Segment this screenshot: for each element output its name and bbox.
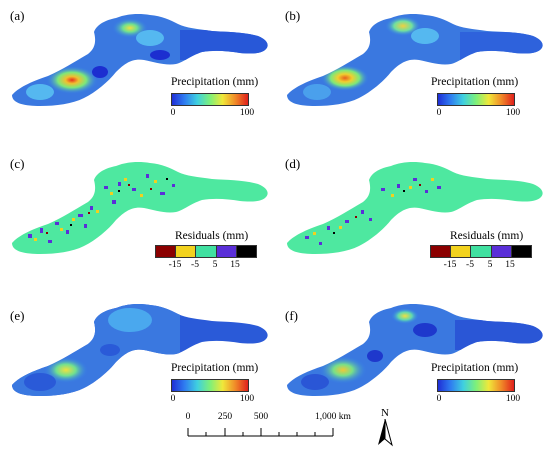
legend-title-d: Residuals (mm): [450, 230, 524, 242]
legend-d: Residuals (mm) -15 -5 5 15: [425, 230, 545, 275]
tick-c-4: 15: [230, 260, 240, 270]
residual-class-swatch: [215, 246, 236, 257]
tick-d-2: -5: [466, 260, 474, 270]
legend-c: Residuals (mm) -15 -5 5 15: [150, 230, 270, 275]
residual-class-swatch: [195, 246, 216, 257]
legend-title-e: Precipitation (mm): [171, 362, 259, 374]
tick-d-3: 5: [487, 260, 493, 270]
north-arrow: N: [370, 407, 404, 447]
classbar-d: [430, 245, 532, 258]
map-panel-b: (b) Precipitation (mm) 0 100: [275, 0, 550, 130]
legend-f: Precipitation (mm) 0 100: [425, 362, 535, 407]
tick-max-f: 100: [505, 394, 521, 404]
panel-label-e: (e): [10, 308, 25, 323]
legend-title-c: Residuals (mm): [175, 230, 249, 242]
colorbar-b: [437, 93, 515, 106]
colorbar-e: [171, 379, 249, 392]
residual-class-swatch: [175, 246, 196, 257]
residual-class-swatch: [431, 246, 451, 257]
north-label: N: [381, 407, 389, 419]
panel-label-a: (a): [10, 8, 25, 23]
scale-bar: 0 250 500 1,000 km: [183, 412, 351, 442]
scale-label-1000: 1,000 km: [315, 412, 351, 422]
region-map-b: [287, 14, 543, 106]
tick-min-e: 0: [170, 394, 176, 404]
legend-b: Precipitation (mm) 0 100: [425, 76, 535, 121]
tick-c-1: -15: [168, 260, 182, 270]
map-panel-c: (c) Residuals (mm) -15 -5 5 15: [0, 148, 275, 278]
tick-c-3: 5: [212, 260, 218, 270]
tick-c-2: -5: [191, 260, 199, 270]
tick-max-b: 100: [505, 108, 521, 118]
map-panel-a: (a) Precipitation (mm) 0 100: [0, 0, 275, 130]
legend-e: Precipitation (mm) 0 100: [165, 362, 259, 407]
residual-class-swatch: [156, 246, 176, 257]
scale-bar-ruler: [187, 428, 334, 437]
colorbar-f: [437, 379, 515, 392]
map-panel-e: (e) Precipitation (mm) 0 100: [0, 290, 275, 420]
classbar-c: [155, 245, 257, 258]
tick-max-e: 100: [239, 394, 255, 404]
residual-class-swatch: [450, 246, 471, 257]
north-arrow-icon: [378, 419, 393, 447]
residual-map-d: [287, 162, 543, 254]
residual-map-c: [12, 162, 268, 254]
tick-d-4: 15: [505, 260, 515, 270]
residual-class-swatch: [510, 246, 532, 257]
legend-a: Precipitation (mm) 0 100: [165, 76, 259, 121]
scale-label-0: 0: [185, 412, 191, 422]
tick-min-a: 0: [170, 108, 176, 118]
tick-min-b: 0: [436, 108, 442, 118]
map-panel-f: (f) Precipitation (mm) 0 100: [275, 290, 550, 420]
panel-label-b: (b): [285, 8, 301, 23]
legend-title-b: Precipitation (mm): [431, 76, 519, 88]
panel-label-c: (c): [10, 156, 25, 171]
tick-d-1: -15: [443, 260, 457, 270]
scale-label-250: 250: [217, 412, 233, 422]
region-map-a: [12, 14, 268, 106]
tick-min-f: 0: [436, 394, 442, 404]
panel-label-d: (d): [285, 156, 301, 171]
panel-label-f: (f): [285, 308, 298, 323]
residual-class-swatch: [470, 246, 491, 257]
legend-title-f: Precipitation (mm): [431, 362, 519, 374]
residual-class-swatch: [235, 246, 257, 257]
residual-class-swatch: [490, 246, 511, 257]
map-panel-d: (d) Residuals (mm) -15 -5 5 15: [275, 148, 550, 278]
colorbar-a: [171, 93, 249, 106]
tick-max-a: 100: [239, 108, 255, 118]
legend-title-a: Precipitation (mm): [171, 76, 259, 88]
scale-label-500: 500: [253, 412, 269, 422]
